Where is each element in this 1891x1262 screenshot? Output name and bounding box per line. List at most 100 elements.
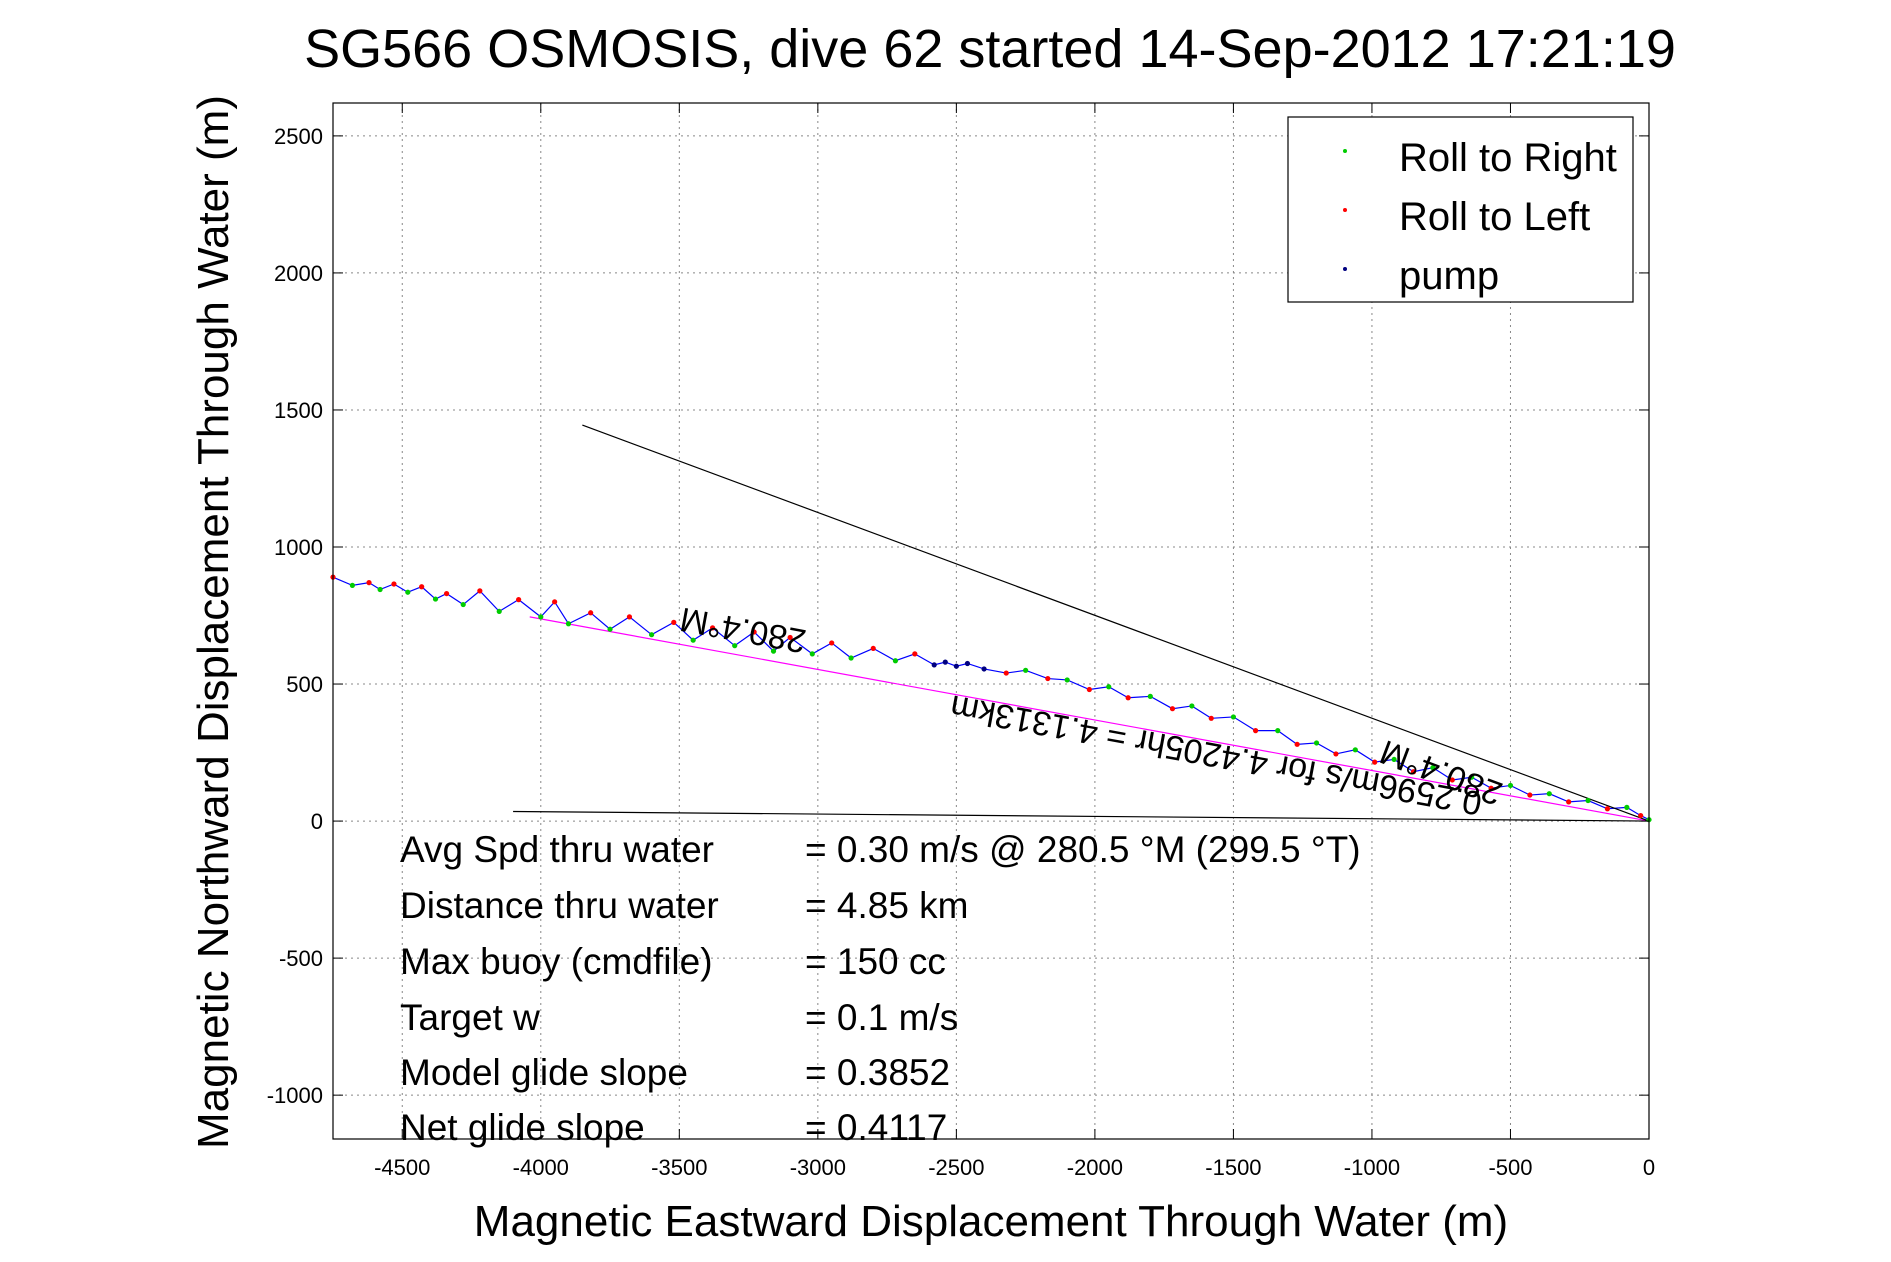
- x-tick-label: 0: [1643, 1155, 1655, 1180]
- track-point: [690, 637, 696, 643]
- x-tick-label: -1000: [1344, 1155, 1400, 1180]
- y-tick-label: 2000: [274, 261, 323, 286]
- annotation-value: = 0.30 m/s @ 280.5 °M (299.5 °T): [805, 829, 1361, 870]
- track-point: [1604, 806, 1611, 812]
- track-point: [1045, 675, 1051, 682]
- track-point: [981, 666, 987, 672]
- track-point: [588, 610, 594, 616]
- track-point: [709, 625, 716, 631]
- track-point: [1488, 785, 1494, 791]
- legend-label-roll-left: Roll to Left: [1399, 195, 1590, 239]
- annotation-label: Net glide slope: [400, 1107, 645, 1148]
- x-tick-label: -2000: [1067, 1155, 1123, 1180]
- track-point: [848, 655, 854, 661]
- y-tick-label: 500: [286, 672, 323, 697]
- track-point: [1275, 728, 1281, 734]
- plot-frame: [332, 102, 1650, 1140]
- annotation-label: Target w: [400, 997, 540, 1038]
- annotation-label: Avg Spd thru water: [400, 829, 714, 870]
- track-point: [1566, 799, 1572, 805]
- annotation-value: = 0.4117: [805, 1107, 947, 1148]
- track-point: [405, 589, 411, 595]
- tick-marks: [333, 103, 1650, 1139]
- annotation-value: = 4.85 km: [805, 885, 969, 926]
- track-point: [477, 588, 483, 594]
- track-point: [1313, 740, 1320, 746]
- track-point: [1469, 774, 1475, 780]
- annotation-label: Distance thru water: [400, 885, 719, 926]
- track-point: [1352, 747, 1358, 753]
- track-point: [787, 634, 793, 641]
- track-point: [1189, 703, 1195, 709]
- track-point: [1449, 777, 1455, 783]
- track-point: [1430, 765, 1436, 771]
- y-tick-label: 1000: [274, 535, 323, 560]
- track-point: [671, 619, 677, 625]
- track-point: [538, 614, 544, 620]
- x-tick-label: -3000: [790, 1155, 846, 1180]
- track-point: [1585, 797, 1591, 804]
- track-point: [751, 629, 757, 635]
- track-point: [1003, 670, 1009, 676]
- x-tick-label: -4500: [374, 1155, 430, 1180]
- y-tick-label: 1500: [274, 398, 323, 423]
- marker-layer: [330, 574, 1652, 823]
- legend: Roll to Right Roll to Left pump: [1287, 116, 1634, 303]
- track-point: [964, 660, 971, 667]
- track-point: [552, 599, 558, 605]
- x-axis-label: Magnetic Eastward Displacement Through W…: [474, 1197, 1508, 1246]
- legend-marker-roll-right: [1343, 149, 1347, 153]
- legend-label-roll-right: Roll to Right: [1399, 136, 1617, 180]
- x-tick-label: -2500: [928, 1155, 984, 1180]
- chart-title: SG566 OSMOSIS, dive 62 started 14-Sep-20…: [304, 19, 1676, 79]
- legend-marker-roll-left: [1343, 208, 1347, 212]
- track-point: [1252, 728, 1259, 734]
- track-point: [1546, 791, 1552, 797]
- track-point: [419, 584, 425, 590]
- dead-reckoning-line: [529, 616, 1650, 822]
- y-tick-label: -1000: [267, 1083, 323, 1108]
- track-point: [1527, 792, 1533, 798]
- track-point: [1624, 804, 1630, 810]
- track-point: [1125, 695, 1131, 701]
- annotation-value: = 150 cc: [805, 941, 946, 982]
- annotation-label: Max buoy (cmdfile): [400, 941, 713, 982]
- track-point: [1391, 756, 1397, 763]
- track-point: [565, 621, 572, 627]
- track-point: [732, 643, 738, 649]
- track-point: [870, 645, 876, 652]
- track-point: [1372, 759, 1378, 765]
- heading-line: [582, 424, 1650, 822]
- track-point: [1638, 812, 1644, 819]
- track-point: [496, 608, 502, 615]
- track-point: [1208, 715, 1214, 721]
- track-point: [443, 590, 450, 597]
- track-point: [931, 662, 937, 668]
- y-tick-label: 0: [311, 809, 323, 834]
- track-point: [1106, 684, 1112, 690]
- track-point: [829, 640, 835, 646]
- track-point: [391, 581, 397, 587]
- annotation-label: Model glide slope: [400, 1052, 688, 1093]
- x-tick-label: -500: [1488, 1155, 1532, 1180]
- track-point: [460, 601, 466, 608]
- y-tick-label: 2500: [274, 124, 323, 149]
- track-point: [1333, 751, 1339, 757]
- track-point: [809, 651, 815, 657]
- track-point: [1410, 769, 1417, 775]
- track-point: [377, 586, 383, 593]
- annotation-block: Avg Spd thru water = 0.30 m/s @ 280.5 °M…: [400, 829, 1361, 1148]
- track-line: [332, 576, 1650, 821]
- track-point: [1507, 782, 1514, 789]
- x-tick-label: -3500: [651, 1155, 707, 1180]
- annotation-value: = 0.1 m/s: [805, 997, 958, 1038]
- track-point: [1294, 741, 1300, 747]
- track-point: [649, 632, 655, 638]
- track-point: [912, 651, 918, 657]
- track-point: [1147, 693, 1153, 699]
- x-tick-label: -4000: [513, 1155, 569, 1180]
- baseline-line: [513, 810, 1650, 822]
- track-point: [366, 580, 372, 586]
- track-point: [432, 596, 439, 602]
